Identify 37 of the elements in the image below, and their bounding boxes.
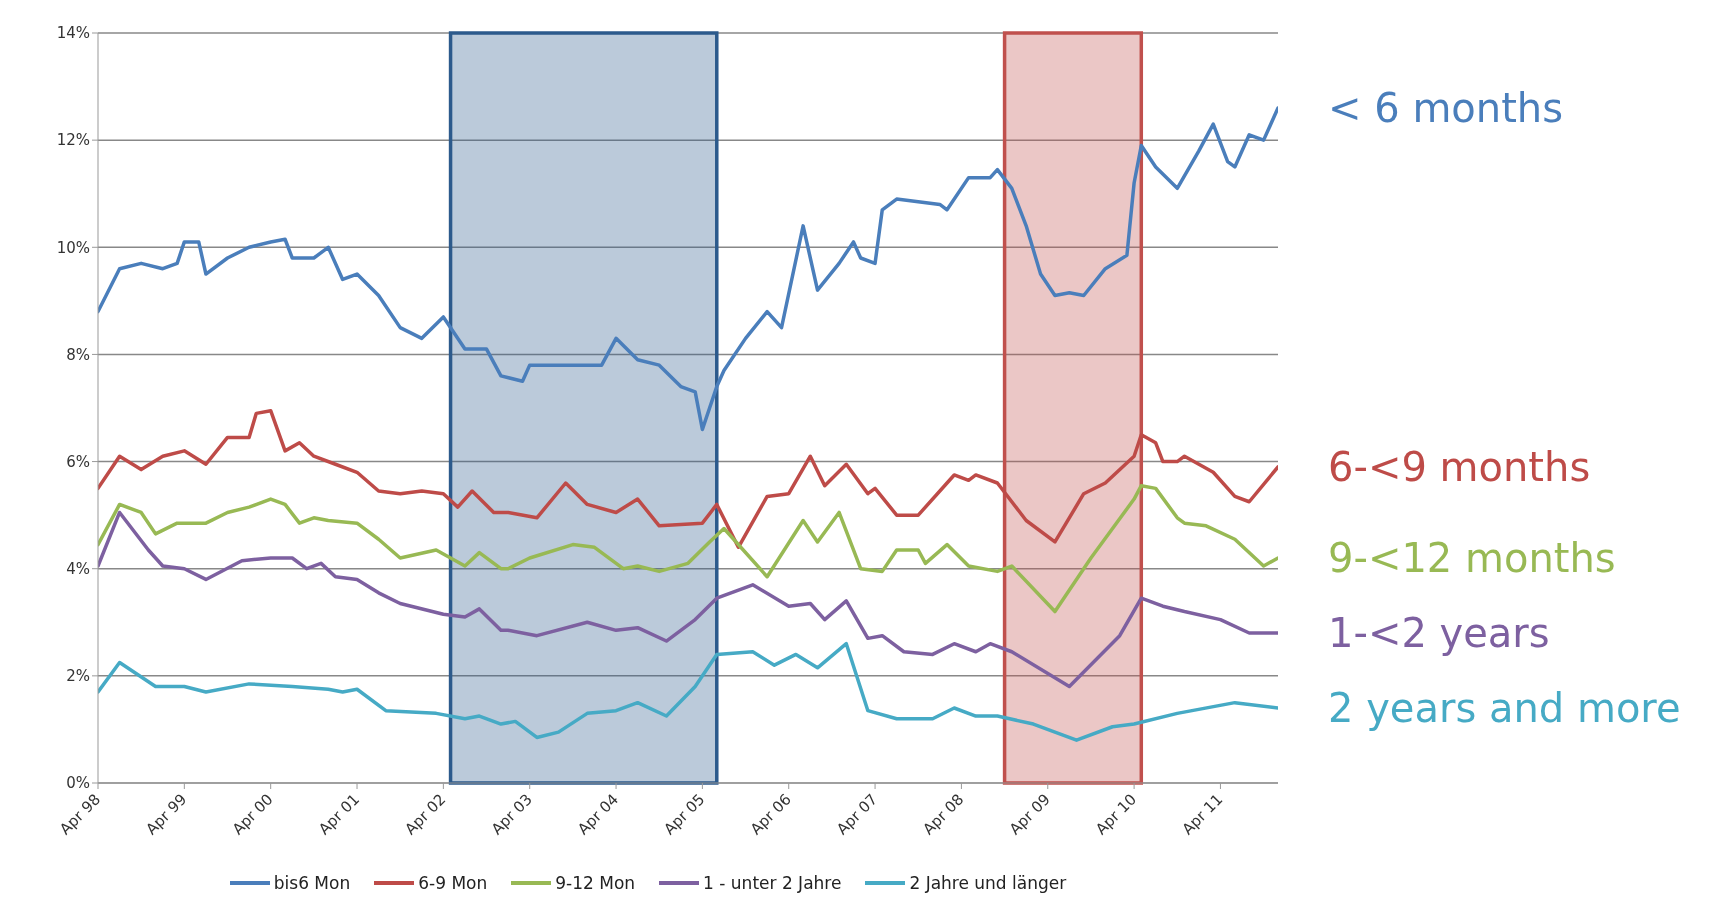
x-tick-label: Apr 03 [487,790,536,839]
line-series [98,408,1278,550]
x-tick-label: Apr 01 [315,790,364,839]
line-series [98,510,1278,689]
line-series [98,483,1278,614]
x-tick-label: Apr 00 [228,790,277,839]
text: 2 years and more [1328,685,1681,732]
text: 1-<2 years [1328,610,1550,657]
y-tick-label: 10% [56,238,90,257]
line-series [98,641,1278,742]
legend-label: 6-9 Mon [417,873,488,893]
x-tick-label: Apr 05 [660,790,709,839]
y-tick-label: 14% [56,24,90,43]
y-tick-label: 8% [66,345,90,364]
legend-label: bis6 Mon [272,873,351,893]
x-tick-label: Apr 10 [1092,790,1141,839]
y-tick-label: 6% [66,452,90,471]
line-series [98,106,1278,432]
y-tick-label: 12% [56,131,90,150]
text: 6-<9 months [1328,444,1591,491]
y-tick-label: 2% [66,667,90,686]
y-tick-label: 0% [66,774,90,793]
x-tick-label: Apr 98 [56,790,105,839]
legend-label: 9-12 Mon [554,873,636,893]
x-tick-label: Apr 09 [1005,790,1054,839]
x-tick-label: Apr 11 [1178,790,1227,839]
x-tick-label: Apr 02 [401,790,450,839]
x-tick-label: Apr 04 [574,790,623,839]
y-tick-label: 4% [66,560,90,579]
x-tick-label: Apr 08 [919,790,968,839]
x-tick-label: Apr 07 [833,790,882,839]
x-tick-label: Apr 99 [142,790,191,839]
text: 9-<12 months [1328,535,1616,582]
text: < 6 months [1328,85,1564,132]
legend-label: 1 - unter 2 Jahre [702,873,842,893]
x-tick-label: Apr 06 [746,790,795,839]
legend-label: 2 Jahre und länger [908,873,1067,893]
